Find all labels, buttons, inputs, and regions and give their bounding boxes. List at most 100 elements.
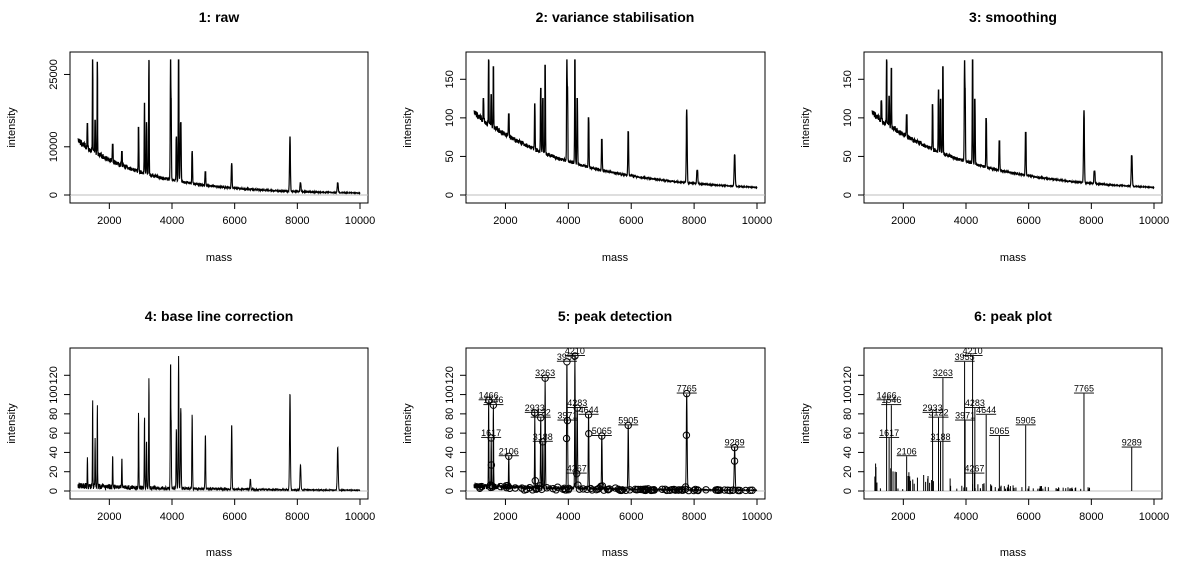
peak-point (571, 352, 579, 360)
y-tick-label: 40 (444, 446, 456, 458)
y-tick-label: 60 (48, 427, 60, 439)
peak-label: 3122 (531, 408, 551, 418)
x-tick-label: 8000 (285, 511, 309, 523)
y-tick-label: 0 (842, 488, 854, 494)
peak-point (486, 483, 495, 492)
x-tick-label: 2000 (97, 511, 121, 523)
y-tick-label: 80 (444, 408, 456, 420)
peak-point (487, 461, 496, 469)
peak-markers (476, 352, 756, 495)
peak-point (683, 389, 691, 398)
x-axis: 2000 4000 6000 8000 10000 (891, 202, 1169, 227)
peak-label: 4283 (965, 398, 985, 408)
x-tick-label: 6000 (1016, 215, 1040, 227)
y-tick-label: 100 (444, 109, 456, 127)
chart-title: 4: base line correction (145, 308, 294, 324)
peak-label: 5905 (618, 415, 638, 425)
y-axis: 0 10000 25000 (48, 59, 71, 198)
y-tick-label: 50 (842, 150, 854, 162)
y-tick-label: 0 (444, 192, 456, 198)
spectrum-line (473, 355, 758, 493)
peak-label: 9289 (725, 438, 745, 448)
peak-point (636, 485, 645, 494)
y-tick-label: 0 (444, 488, 456, 494)
plot-frame (69, 347, 369, 500)
x-tick-label: 10000 (345, 215, 376, 227)
peak-point (736, 486, 744, 495)
peak-point (535, 484, 543, 492)
peak-point (724, 486, 732, 494)
peak-point (598, 432, 606, 440)
peak-label: 4267 (964, 464, 984, 474)
chart-title: 2: variance stabilisation (536, 9, 695, 25)
peak-point (505, 452, 513, 460)
y-tick-label: 20 (444, 466, 456, 478)
y-tick-label: 40 (48, 446, 60, 458)
x-tick-label: 6000 (619, 215, 643, 227)
x-axis: 2000 4000 6000 8000 10000 (97, 202, 376, 227)
peak-point (562, 434, 571, 443)
peak-point (677, 486, 686, 494)
y-axis: 0 50 100 150 (842, 70, 865, 198)
peak-label: 1546 (881, 395, 901, 405)
x-axis: 2000 4000 6000 8000 10000 (493, 498, 773, 523)
x-axis-label: mass (1000, 252, 1027, 264)
x-tick-label: 10000 (742, 215, 773, 227)
peak-point (588, 486, 596, 494)
x-tick-label: 10000 (1139, 511, 1170, 523)
peak-point (502, 483, 511, 492)
x-tick-label: 4000 (954, 215, 978, 227)
y-tick-label: 80 (48, 408, 60, 420)
y-axis-label: intensity (6, 403, 18, 444)
y-tick-label: 20 (842, 466, 854, 478)
y-axis-label: intensity (402, 107, 414, 148)
x-tick-label: 8000 (285, 215, 309, 227)
peak-point (730, 443, 739, 452)
peak-point (720, 486, 729, 494)
y-tick-label: 60 (444, 427, 456, 439)
peak-label: 9289 (1122, 438, 1142, 448)
x-axis: 2000 4000 6000 8000 10000 (891, 498, 1170, 523)
peak-point (663, 486, 671, 495)
x-tick-label: 2000 (891, 511, 915, 523)
peak-point (712, 486, 720, 494)
y-tick-label: 80 (842, 408, 854, 420)
peak-label: 3971 (557, 411, 577, 421)
peak-point (520, 486, 529, 494)
peak-point (583, 485, 591, 494)
x-tick-label: 6000 (222, 511, 246, 523)
peak-point (575, 485, 584, 493)
peak-label: 2106 (499, 446, 519, 456)
peak-point (537, 414, 545, 422)
peak-point (603, 485, 612, 494)
spectrum-line (473, 59, 758, 190)
x-tick-label: 2000 (493, 215, 517, 227)
peak-point (691, 485, 700, 494)
peak-point (489, 401, 498, 409)
y-tick-label: 150 (842, 70, 854, 88)
peak-label: 5065 (989, 426, 1009, 436)
x-tick-label: 2000 (97, 215, 121, 227)
y-tick-label: 120 (842, 366, 854, 384)
peak-point (531, 409, 539, 417)
x-axis-label: mass (602, 547, 629, 559)
peak-label: 3263 (535, 368, 555, 378)
peak-point (624, 421, 632, 430)
x-tick-label: 10000 (742, 511, 773, 523)
plot-frame (465, 347, 766, 500)
chart-panel-1: 1: raw 2000 4000 6000 8000 10000 mass 0 10000 250… (6, 9, 375, 264)
x-tick-label: 10000 (345, 511, 376, 523)
x-tick-label: 2000 (493, 511, 517, 523)
peak-point (563, 416, 572, 425)
peak-label: 7765 (1074, 384, 1094, 394)
peak-label: 2106 (897, 446, 917, 456)
x-tick-label: 4000 (954, 511, 978, 523)
spectrum-line (77, 59, 361, 196)
y-axis-label: intensity (800, 403, 812, 444)
x-tick-label: 8000 (682, 511, 706, 523)
peak-point (622, 486, 630, 494)
spectrum-line (77, 355, 361, 493)
peak-point (648, 486, 656, 494)
peak-label: 4644 (976, 405, 996, 415)
